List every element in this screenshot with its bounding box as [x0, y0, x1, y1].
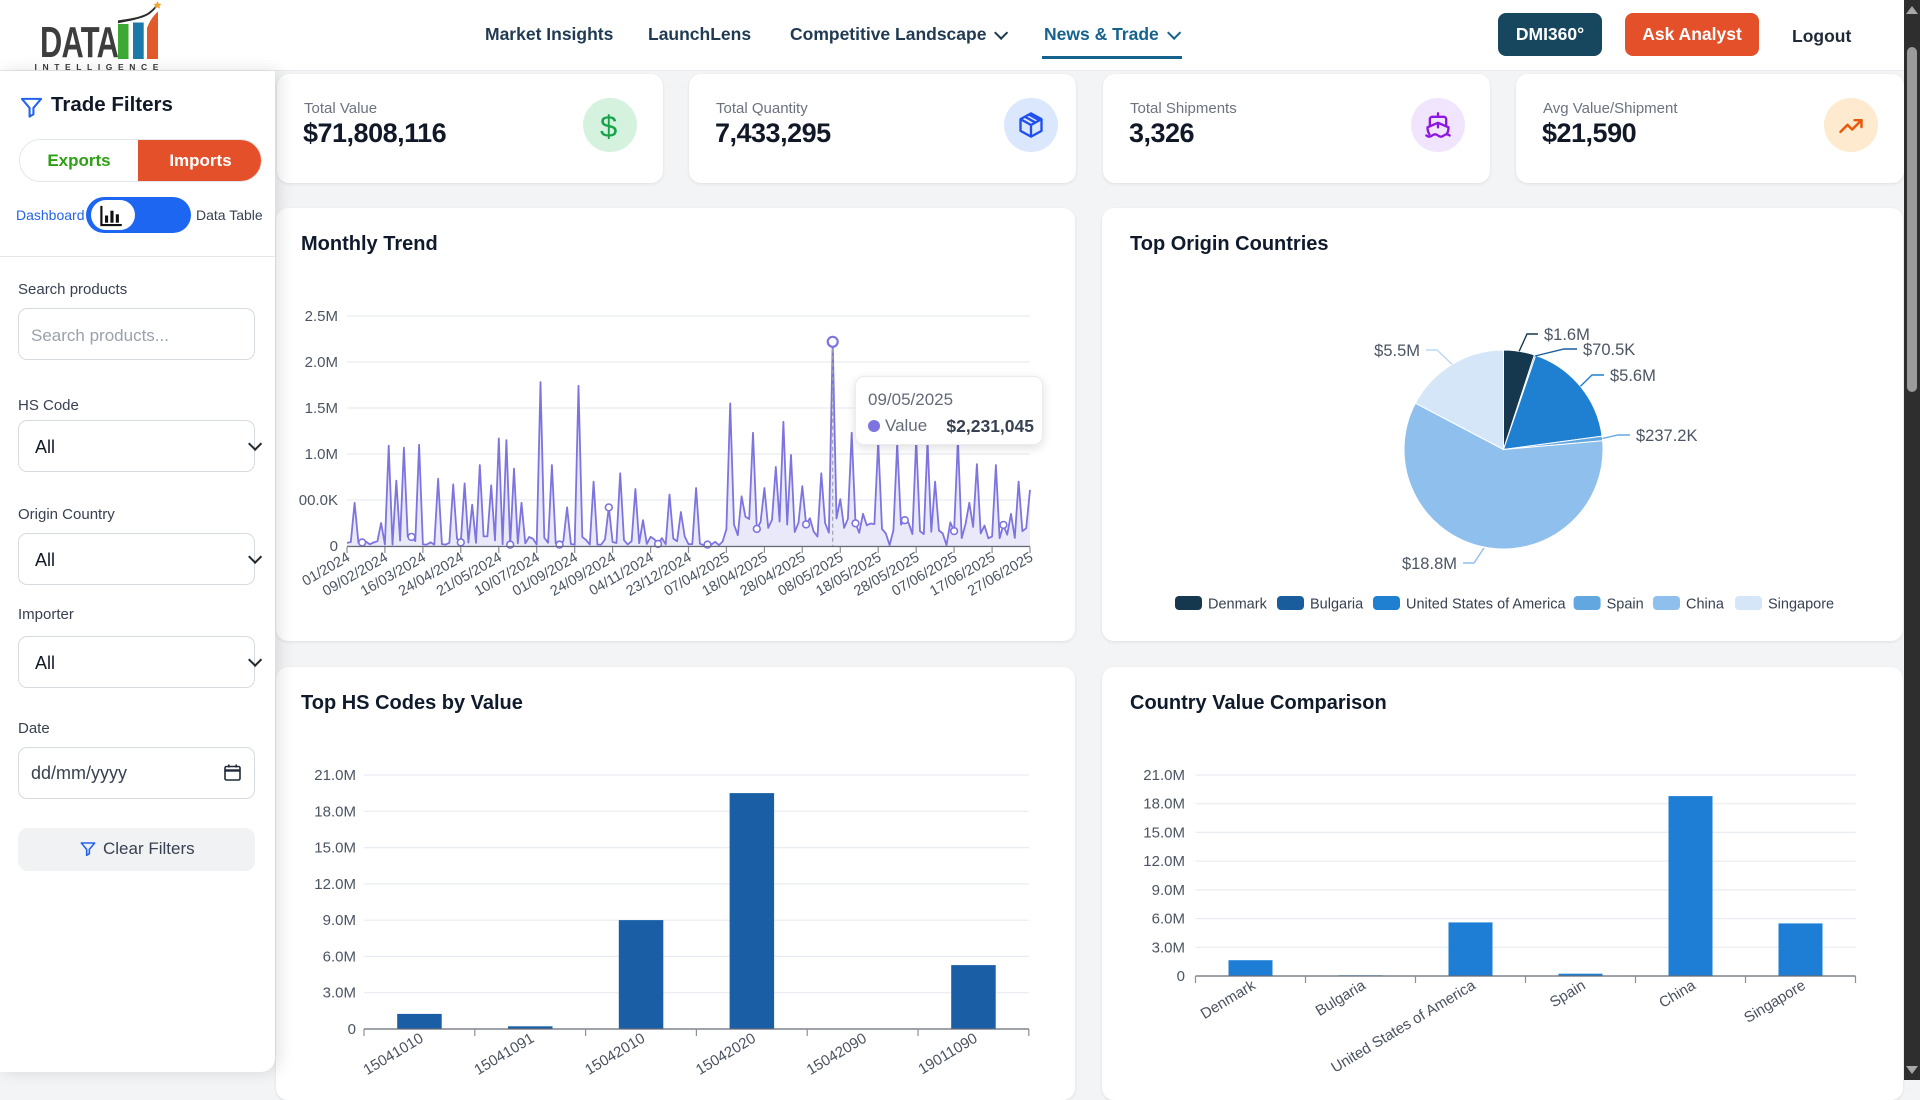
svg-text:$70.5K: $70.5K	[1583, 341, 1635, 359]
svg-text:Bulgaria: Bulgaria	[1310, 597, 1364, 613]
svg-text:15041091: 15041091	[471, 1030, 537, 1079]
svg-text:12.0M: 12.0M	[1143, 853, 1185, 870]
svg-text:9.0M: 9.0M	[323, 912, 356, 929]
svg-text:00.0K: 00.0K	[299, 492, 338, 509]
svg-text:0: 0	[348, 1021, 356, 1038]
svg-text:18.0M: 18.0M	[314, 803, 356, 820]
svg-text:6.0M: 6.0M	[323, 948, 356, 965]
svg-text:$237.2K: $237.2K	[1636, 427, 1697, 445]
svg-text:$5.5M: $5.5M	[1374, 342, 1420, 360]
svg-text:Singapore: Singapore	[1741, 977, 1808, 1027]
svg-text:$18.8M: $18.8M	[1402, 555, 1457, 573]
svg-text:Singapore: Singapore	[1768, 597, 1834, 613]
svg-text:United States of America: United States of America	[1406, 597, 1567, 613]
svg-text:3.0M: 3.0M	[323, 985, 356, 1002]
svg-text:9.0M: 9.0M	[1152, 882, 1185, 899]
svg-text:15042020: 15042020	[693, 1030, 759, 1079]
svg-text:21.0M: 21.0M	[314, 767, 356, 784]
svg-text:Denmark: Denmark	[1208, 597, 1268, 613]
svg-text:Denmark: Denmark	[1198, 977, 1259, 1023]
svg-text:Spain: Spain	[1607, 597, 1644, 613]
svg-text:$5.6M: $5.6M	[1610, 367, 1656, 385]
svg-text:2.0M: 2.0M	[305, 354, 338, 371]
svg-text:2.5M: 2.5M	[305, 308, 338, 325]
svg-text:19011090: 19011090	[915, 1030, 980, 1078]
svg-text:Spain: Spain	[1547, 977, 1589, 1011]
svg-text:1.5M: 1.5M	[305, 400, 338, 417]
svg-text:15.0M: 15.0M	[1143, 824, 1185, 841]
svg-text:15042010: 15042010	[582, 1030, 648, 1079]
svg-text:China: China	[1656, 977, 1699, 1012]
svg-text:1.0M: 1.0M	[305, 446, 338, 463]
svg-text:15042090: 15042090	[804, 1030, 870, 1079]
svg-text:6.0M: 6.0M	[1152, 911, 1185, 928]
svg-text:3.0M: 3.0M	[1152, 939, 1185, 956]
svg-text:0: 0	[1177, 968, 1185, 985]
svg-text:$1.6M: $1.6M	[1544, 326, 1590, 344]
svg-text:21.0M: 21.0M	[1143, 767, 1185, 784]
svg-text:15.0M: 15.0M	[314, 840, 356, 857]
svg-text:0: 0	[330, 538, 338, 555]
svg-text:18.0M: 18.0M	[1143, 796, 1185, 813]
svg-text:Bulgaria: Bulgaria	[1313, 977, 1369, 1020]
svg-text:12.0M: 12.0M	[314, 876, 356, 893]
svg-text:15041010: 15041010	[360, 1030, 426, 1079]
svg-text:China: China	[1686, 597, 1725, 613]
